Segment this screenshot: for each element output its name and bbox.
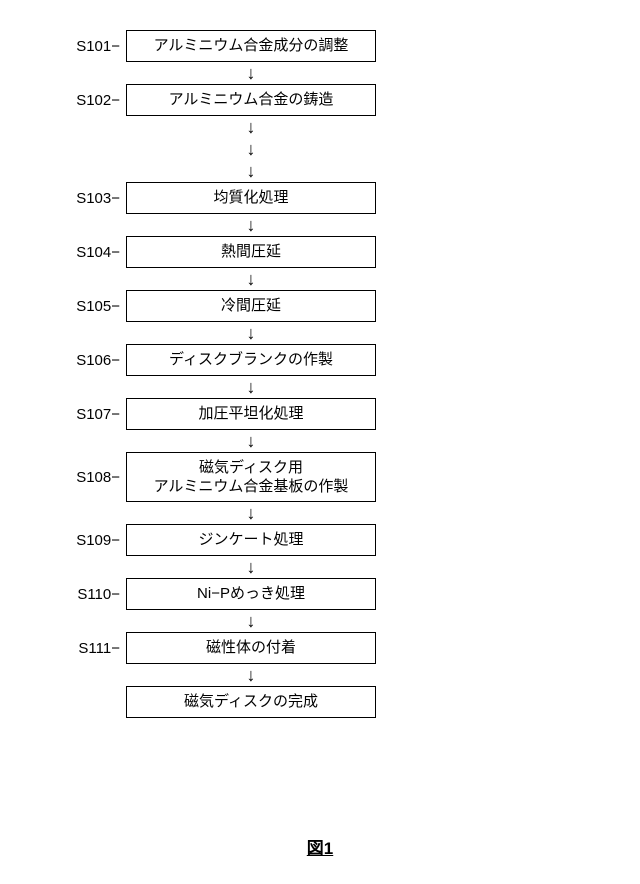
arrow-down-icon: ↓: [126, 502, 376, 524]
flow-step-S106: S106−ディスクブランクの作製: [0, 344, 640, 376]
flow-step-final: 磁気ディスクの完成: [0, 686, 640, 718]
step-box: 冷間圧延: [126, 290, 376, 322]
arrow-down-icon: ↓: [126, 430, 376, 452]
step-box: ディスクブランクの作製: [126, 344, 376, 376]
flow-step-S110: S110−Ni−Pめっき処理: [0, 578, 640, 610]
step-label: S103−: [0, 190, 126, 207]
flow-step-S107: S107−加圧平坦化処理: [0, 398, 640, 430]
step-box: 磁性体の付着: [126, 632, 376, 664]
step-box: 熱間圧延: [126, 236, 376, 268]
arrow-down-icon: ↓: [126, 322, 376, 344]
arrow-down-icon: ↓: [126, 116, 376, 138]
step-label: S108−: [0, 469, 126, 486]
step-label: S109−: [0, 532, 126, 549]
step-label: S104−: [0, 244, 126, 261]
step-box: ジンケート処理: [126, 524, 376, 556]
step-box: Ni−Pめっき処理: [126, 578, 376, 610]
step-label: S110−: [0, 586, 126, 603]
step-box: アルミニウム合金成分の調整: [126, 30, 376, 62]
arrow-down-icon: ↓: [126, 664, 376, 686]
flow-step-S101: S101−アルミニウム合金成分の調整: [0, 30, 640, 62]
arrow-down-icon: ↓: [126, 610, 376, 632]
arrow-down-icon: ↓: [126, 160, 376, 182]
step-label: S111−: [0, 640, 126, 657]
step-box: 磁気ディスクの完成: [126, 686, 376, 718]
step-box: 加圧平坦化処理: [126, 398, 376, 430]
step-label: S106−: [0, 352, 126, 369]
figure-label: 図1: [0, 834, 640, 859]
flow-step-S103: S103−均質化処理: [0, 182, 640, 214]
flow-step-S104: S104−熱間圧延: [0, 236, 640, 268]
step-label: S107−: [0, 406, 126, 423]
flow-step-S109: S109−ジンケート処理: [0, 524, 640, 556]
step-box: 磁気ディスク用 アルミニウム合金基板の作製: [126, 452, 376, 502]
step-box: 均質化処理: [126, 182, 376, 214]
flow-step-S102: S102−アルミニウム合金の鋳造: [0, 84, 640, 116]
arrow-down-icon: ↓: [126, 62, 376, 84]
arrow-down-icon: ↓: [126, 268, 376, 290]
step-label: S101−: [0, 38, 126, 55]
flow-step-S105: S105−冷間圧延: [0, 290, 640, 322]
flowchart-container: S101−アルミニウム合金成分の調整↓S102−アルミニウム合金の鋳造↓↓↓S1…: [0, 30, 640, 718]
arrow-down-icon: ↓: [126, 214, 376, 236]
arrow-down-icon: ↓: [126, 138, 376, 160]
step-box: アルミニウム合金の鋳造: [126, 84, 376, 116]
step-label: S105−: [0, 298, 126, 315]
arrow-down-icon: ↓: [126, 556, 376, 578]
flow-step-S108: S108−磁気ディスク用 アルミニウム合金基板の作製: [0, 452, 640, 502]
arrow-down-icon: ↓: [126, 376, 376, 398]
step-label: S102−: [0, 92, 126, 109]
flow-step-S111: S111−磁性体の付着: [0, 632, 640, 664]
